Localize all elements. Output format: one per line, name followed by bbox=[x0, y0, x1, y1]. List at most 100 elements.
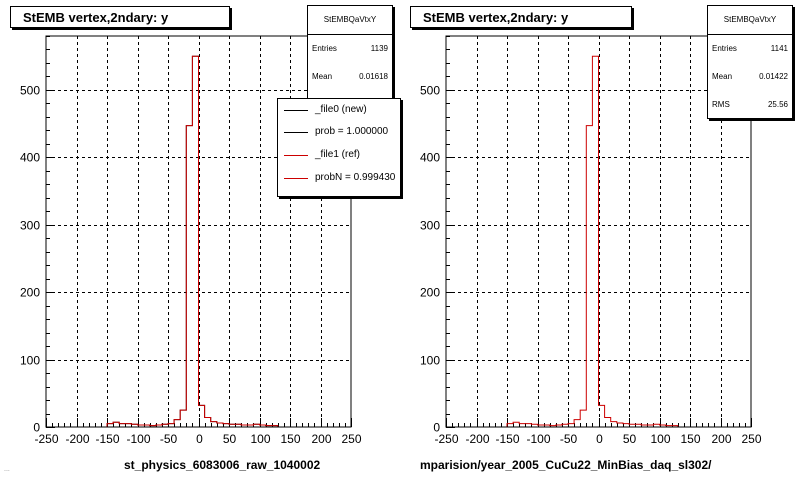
legend-entry: _file1 (ref) bbox=[278, 145, 400, 167]
histogram-bin bbox=[192, 56, 198, 427]
histogram-bin bbox=[180, 410, 186, 427]
stats-value: 25.56 bbox=[767, 100, 788, 109]
stats-label: Mean bbox=[312, 72, 333, 81]
histogram-bin bbox=[192, 56, 198, 427]
stats-row-entries: Entries 1139 bbox=[308, 35, 392, 63]
histogram-bin bbox=[125, 424, 131, 427]
tick-labels: -250 -200 -150 -100 -50 0 50 100 150 200 250 0 100 20… bbox=[20, 84, 362, 447]
x-tick-label: 0 bbox=[596, 432, 603, 446]
x-tick-label: -150 bbox=[495, 432, 519, 446]
legend-label: prob = 1.000000 bbox=[315, 126, 389, 137]
histogram-bin bbox=[113, 422, 119, 427]
histogram-bin bbox=[119, 424, 125, 427]
histogram-panel-left: -250 -200 -150 -100 -50 0 50 100 150 200 250 0 100 20… bbox=[0, 0, 401, 472]
x-tick-label: -250 bbox=[434, 432, 458, 446]
x-tick-label: 150 bbox=[280, 432, 300, 446]
histogram-panel-right: -250 -200 -150 -100 -50 0 50 100 150 200 250 0 100 20… bbox=[400, 0, 800, 472]
legend-swatch bbox=[284, 178, 308, 179]
histogram-bin bbox=[513, 422, 519, 427]
tick-labels: -250 -200 -150 -100 -50 0 50 100 150 200 250 0 100 20… bbox=[420, 84, 762, 447]
legend-swatch bbox=[284, 155, 308, 156]
y-tick-label: 100 bbox=[20, 354, 40, 368]
stats-label: RMS bbox=[712, 100, 730, 109]
x-tick-label: 200 bbox=[711, 432, 731, 446]
legend-swatch bbox=[284, 132, 308, 133]
legend: _file0 (new) prob = 1.000000 _file1 (ref… bbox=[277, 98, 401, 197]
histogram-bin bbox=[113, 422, 119, 427]
frame bbox=[445, 35, 752, 428]
legend-entry: probN = 0.999430 bbox=[278, 168, 400, 190]
histogram-series-0 bbox=[446, 55, 751, 428]
stats-value: 0.01422 bbox=[759, 72, 788, 81]
histogram-bin bbox=[519, 424, 525, 427]
x-axis-label: st_physics_6083006_raw_1040002 bbox=[124, 458, 321, 472]
x-axis-label: mparision/year_2005_CuCu22_MinBias_daq_s… bbox=[420, 458, 712, 472]
ticks bbox=[46, 36, 352, 428]
y-tick-label: 0 bbox=[33, 421, 40, 435]
histogram-bin bbox=[525, 424, 531, 427]
histogram-bin bbox=[592, 56, 598, 427]
series-group bbox=[446, 55, 751, 428]
corner-text: ... bbox=[4, 466, 10, 473]
stats-value: 0.01618 bbox=[359, 72, 388, 81]
histogram-bin bbox=[186, 126, 192, 427]
x-tick-label: -100 bbox=[126, 432, 150, 446]
x-tick-label: -100 bbox=[526, 432, 550, 446]
x-tick-label: 100 bbox=[650, 432, 670, 446]
x-tick-label: 50 bbox=[223, 432, 237, 446]
x-tick-label: 0 bbox=[196, 432, 203, 446]
stats-label: Entries bbox=[712, 44, 737, 53]
x-tick-label: -50 bbox=[160, 432, 178, 446]
y-tick-label: 400 bbox=[20, 151, 40, 165]
x-tick-label: 250 bbox=[741, 432, 761, 446]
frame bbox=[45, 35, 352, 428]
x-tick-label: 200 bbox=[311, 432, 331, 446]
legend-label: probN = 0.999430 bbox=[315, 172, 396, 183]
y-tick-label: 400 bbox=[420, 151, 440, 165]
chart-title: StEMB vertex,2ndary: y bbox=[10, 6, 230, 28]
x-tick-label: 150 bbox=[680, 432, 700, 446]
y-tick-label: 200 bbox=[20, 286, 40, 300]
stats-name: StEMBQaVtxY bbox=[308, 6, 392, 35]
y-tick-label: 100 bbox=[420, 354, 440, 368]
histogram-bin bbox=[174, 420, 180, 427]
stats-value: 1141 bbox=[770, 44, 788, 53]
ticks bbox=[446, 36, 752, 428]
plot-area: -250 -200 -150 -100 -50 0 50 100 150 200 250 0 100 20… bbox=[420, 35, 762, 447]
legend-label: _file0 (new) bbox=[315, 104, 367, 115]
y-tick-label: 0 bbox=[433, 421, 440, 435]
stats-label: Mean bbox=[712, 72, 733, 81]
x-tick-label: -150 bbox=[95, 432, 119, 446]
stats-row-entries: Entries 1141 bbox=[708, 35, 792, 63]
histogram-bin bbox=[180, 410, 186, 427]
legend-entry: prob = 1.000000 bbox=[278, 122, 400, 144]
stats-row-rms: RMS 25.56 bbox=[708, 91, 792, 119]
histogram-bin bbox=[574, 420, 580, 427]
stats-row-mean: Mean 0.01618 bbox=[308, 63, 392, 91]
y-tick-label: 500 bbox=[20, 84, 40, 98]
histogram-bin bbox=[586, 126, 592, 427]
stats-row-mean: Mean 0.01422 bbox=[708, 63, 792, 91]
y-tick-label: 300 bbox=[20, 219, 40, 233]
x-tick-label: 250 bbox=[341, 432, 361, 446]
stats-value: 1139 bbox=[370, 44, 388, 53]
x-tick-label: 100 bbox=[250, 432, 270, 446]
histogram-bin bbox=[186, 126, 192, 427]
stats-name: StEMBQaVtxY bbox=[708, 6, 792, 35]
stats-box: StEMBQaVtxY Entries 1141 Mean 0.01422 RM… bbox=[707, 5, 793, 119]
y-tick-label: 300 bbox=[420, 219, 440, 233]
histogram-bin bbox=[125, 424, 131, 427]
y-tick-label: 500 bbox=[420, 84, 440, 98]
legend-swatch bbox=[284, 110, 308, 111]
histogram-bin bbox=[119, 424, 125, 427]
x-tick-label: 50 bbox=[623, 432, 637, 446]
legend-entry: _file0 (new) bbox=[278, 100, 400, 122]
x-tick-label: -250 bbox=[34, 432, 58, 446]
x-tick-label: -50 bbox=[560, 432, 578, 446]
plot-area: -250 -200 -150 -100 -50 0 50 100 150 200 250 0 100 20… bbox=[20, 35, 362, 447]
chart-title: StEMB vertex,2ndary: y bbox=[410, 6, 632, 28]
x-tick-label: -200 bbox=[465, 432, 489, 446]
legend-label: _file1 (ref) bbox=[315, 149, 361, 160]
histogram-bin bbox=[580, 410, 586, 427]
y-tick-label: 200 bbox=[420, 286, 440, 300]
